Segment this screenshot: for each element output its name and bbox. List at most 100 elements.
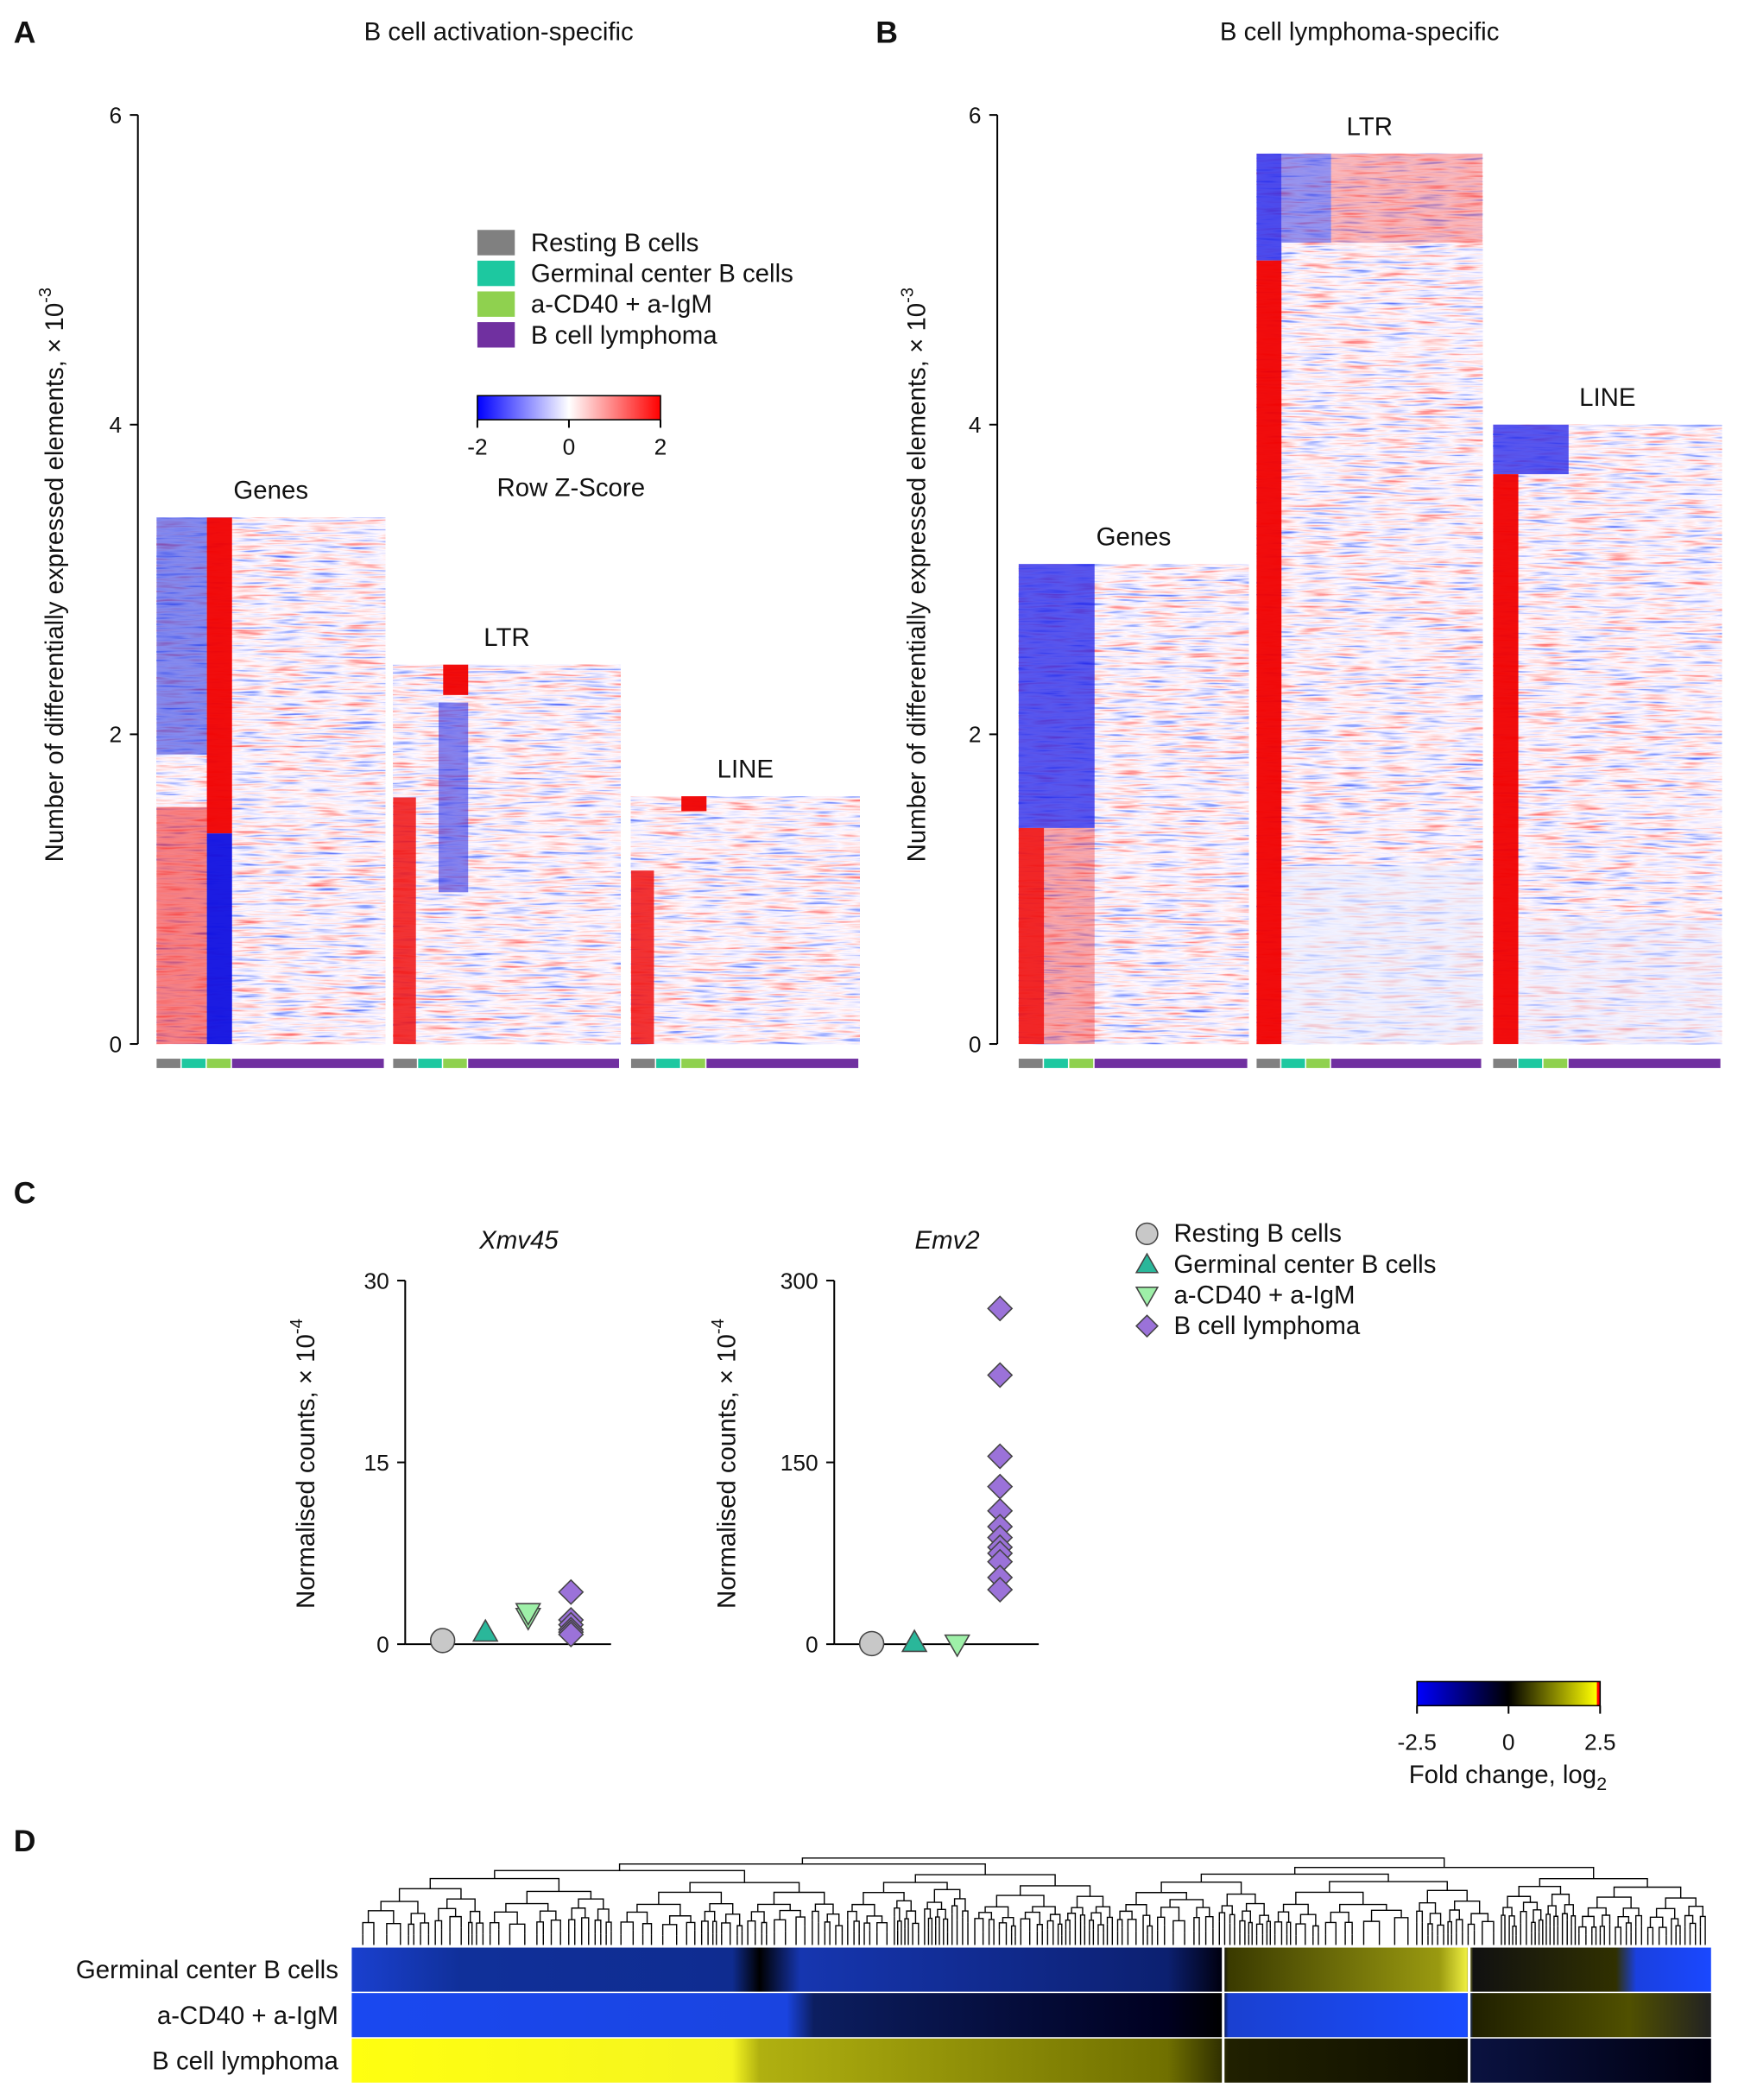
dendro-branch bbox=[668, 1915, 692, 1925]
dendro-branch bbox=[774, 1919, 787, 1932]
dendro-branch bbox=[438, 1907, 457, 1921]
legend-label: Germinal center B cells bbox=[531, 260, 793, 288]
dendro-branch bbox=[926, 1901, 943, 1910]
dendro-branch bbox=[658, 1891, 723, 1905]
dendro-branch bbox=[1470, 1913, 1489, 1925]
dendro-branch bbox=[1508, 1915, 1515, 1926]
dendro-branch bbox=[1106, 1916, 1114, 1926]
dendro-branch bbox=[1482, 1920, 1495, 1934]
heatmap-pattern bbox=[156, 517, 207, 755]
dendro-branch bbox=[1010, 1925, 1016, 1937]
dendro-branch bbox=[1596, 1896, 1632, 1908]
dendro-branch bbox=[1447, 1920, 1452, 1935]
dendro-branch bbox=[824, 1921, 831, 1932]
dendro-branch bbox=[1675, 1925, 1681, 1935]
group-strip bbox=[1493, 1059, 1518, 1068]
dendro-branch bbox=[1454, 1900, 1481, 1914]
dendro-branch bbox=[995, 1894, 1045, 1907]
dendro-branch bbox=[686, 1921, 696, 1935]
dendro-branch bbox=[1193, 1917, 1200, 1932]
dendro-branch bbox=[408, 1923, 414, 1936]
dendro-branch bbox=[1689, 1922, 1697, 1934]
marker-diamond bbox=[987, 1295, 1014, 1322]
row-label: B cell lymphoma bbox=[152, 2046, 338, 2075]
dendro-branch bbox=[618, 1863, 986, 1875]
dendro-branch bbox=[367, 1910, 395, 1924]
dendro-branch bbox=[937, 1908, 946, 1920]
row-label: Germinal center B cells bbox=[76, 1956, 338, 1984]
group-strip bbox=[418, 1059, 442, 1068]
heatmap-pattern bbox=[1493, 474, 1519, 1045]
dendro-branch bbox=[1658, 1926, 1667, 1936]
colorbar bbox=[477, 395, 661, 421]
colorbar-title-main: Fold change, log bbox=[1409, 1761, 1596, 1789]
y-axis-title: Number of differentially expressed eleme… bbox=[899, 288, 932, 862]
dendro-branch bbox=[773, 1891, 825, 1905]
marker-circle bbox=[429, 1628, 456, 1654]
marker-triangle-down bbox=[1134, 1287, 1160, 1308]
dendro-branch bbox=[1295, 1923, 1306, 1936]
y-tick-label: 0 bbox=[969, 1031, 982, 1057]
dendro-branch bbox=[1079, 1914, 1086, 1926]
dendro-branch bbox=[779, 1909, 801, 1920]
dendro-branch bbox=[866, 1915, 883, 1924]
group-strip bbox=[156, 1059, 180, 1068]
group-strip bbox=[1044, 1059, 1068, 1068]
y-axis-title-exp: -3 bbox=[36, 288, 55, 303]
dendro-branch bbox=[1501, 1914, 1506, 1926]
dendro-branch bbox=[1119, 1910, 1133, 1920]
dendro-branch bbox=[536, 1921, 544, 1935]
group-strip bbox=[656, 1059, 680, 1068]
dendro-branch bbox=[951, 1905, 958, 1920]
dendro-branch bbox=[410, 1913, 426, 1925]
dendro-branch bbox=[1699, 1915, 1706, 1927]
dendro-branch bbox=[709, 1902, 734, 1914]
dendro-branch bbox=[1599, 1926, 1605, 1936]
dendro-branch bbox=[1097, 1924, 1104, 1933]
dendro-branch bbox=[581, 1917, 590, 1932]
dendro-branch bbox=[489, 1922, 500, 1935]
dendro-branch bbox=[1419, 1902, 1437, 1913]
dendro-branch bbox=[1615, 1926, 1621, 1934]
dendro-branch bbox=[526, 1890, 592, 1904]
dendro-branch bbox=[449, 1915, 462, 1932]
y-axis-title-main: Normalised counts, × 10 bbox=[292, 1334, 320, 1609]
group-strip bbox=[1018, 1059, 1043, 1068]
dendro-branch bbox=[736, 1925, 743, 1936]
dendro-branch bbox=[539, 1910, 557, 1922]
dendro-branch bbox=[1204, 1916, 1214, 1932]
heatmap-row bbox=[351, 1993, 1711, 2038]
panel-label: C bbox=[14, 1175, 36, 1210]
heatmap-pattern bbox=[206, 517, 232, 834]
dendro-branch bbox=[1502, 1907, 1513, 1916]
dendro-branch bbox=[1655, 1907, 1676, 1920]
marker-circle bbox=[858, 1630, 885, 1657]
dendro-branch bbox=[1512, 1926, 1517, 1936]
marker-triangle-up bbox=[901, 1629, 928, 1653]
dendro-branch bbox=[801, 1857, 1445, 1868]
dendro-branch bbox=[1665, 1897, 1697, 1909]
dendro-branch bbox=[1135, 1892, 1187, 1905]
dendro-branch bbox=[1221, 1905, 1233, 1915]
group-strip bbox=[706, 1059, 859, 1068]
dendro-branch bbox=[1147, 1925, 1153, 1935]
colorbar bbox=[1416, 1680, 1602, 1707]
dendro-branch bbox=[853, 1920, 860, 1934]
dendro-branch bbox=[1196, 1907, 1210, 1918]
colorbar-tick-label: 2 bbox=[654, 433, 667, 459]
colorbar-tick-label: -2.5 bbox=[1398, 1729, 1437, 1755]
dendro-branch bbox=[974, 1918, 984, 1932]
heatmap-pattern bbox=[1493, 424, 1569, 475]
group-strip bbox=[393, 1059, 417, 1068]
legend-label: Resting B cells bbox=[531, 229, 699, 257]
dendro-branch bbox=[446, 1898, 476, 1912]
y-axis-title: Normalised counts, × 10-4 bbox=[288, 1319, 320, 1609]
dendro-branch bbox=[1032, 1906, 1056, 1915]
marker-circle bbox=[1135, 1222, 1159, 1246]
dendro-branch bbox=[1293, 1867, 1595, 1879]
dendro-branch bbox=[661, 1924, 678, 1936]
dendro-branch bbox=[636, 1903, 681, 1916]
dendro-branch bbox=[1582, 1915, 1595, 1927]
